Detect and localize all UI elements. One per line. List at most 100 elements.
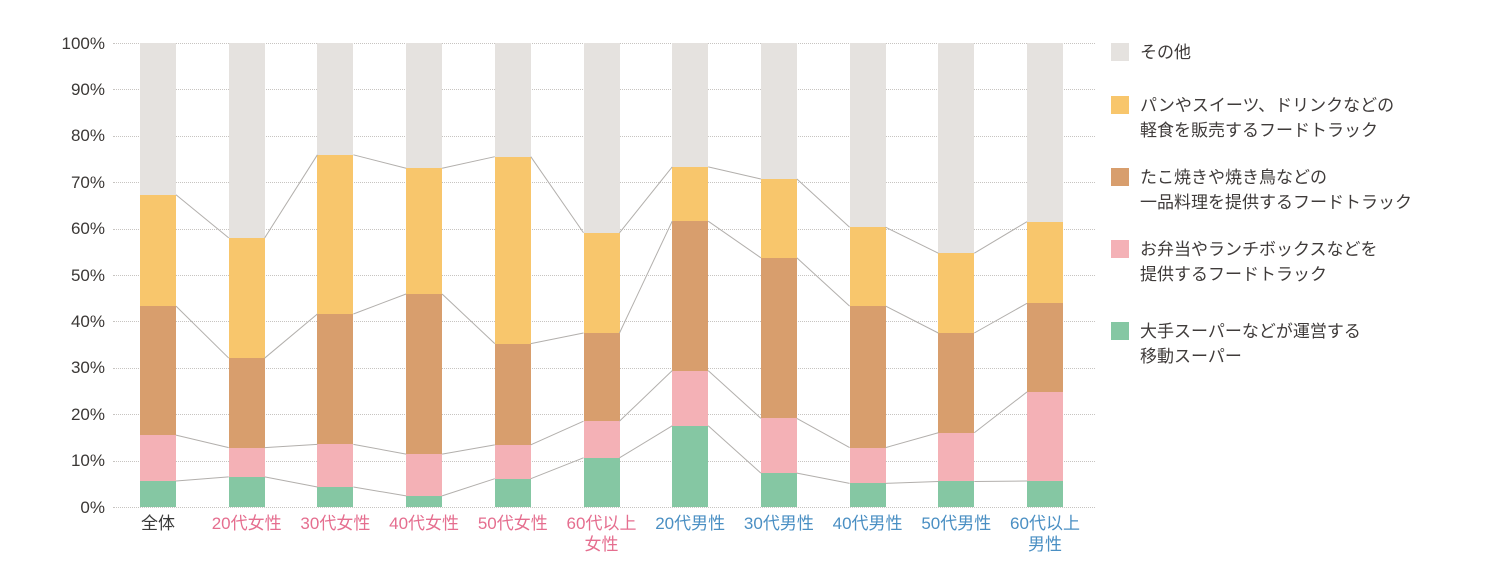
bar-segment-other bbox=[760, 43, 797, 179]
y-tick-label: 30% bbox=[70, 358, 105, 378]
bar-segment-snack-drink-truck bbox=[849, 227, 886, 307]
bar-column bbox=[406, 43, 443, 507]
x-axis-label: 60代以上 男性 bbox=[1010, 514, 1080, 554]
legend-swatch-bento-lunchbox-truck bbox=[1111, 240, 1129, 258]
bar-segment-bento-lunchbox-truck bbox=[583, 421, 620, 458]
x-axis-label: 60代以上 女性 bbox=[566, 514, 637, 554]
bar-segment-mobile-supermarket bbox=[228, 476, 265, 507]
bar-segment-bento-lunchbox-truck bbox=[228, 447, 265, 477]
legend-item-single-dish-truck: たこ焼きや焼き鳥などの 一品料理を提供するフードトラック bbox=[1111, 165, 1496, 215]
bar-column bbox=[938, 43, 975, 507]
y-tick-label: 90% bbox=[70, 79, 105, 99]
legend-label: パンやスイーツ、ドリンクなどの 軽食を販売するフードトラック bbox=[1140, 96, 1395, 140]
connector-line bbox=[175, 476, 229, 482]
x-axis-label: 全体 bbox=[141, 514, 175, 533]
bar-segment-other bbox=[583, 43, 620, 233]
bar-segment-single-dish-truck bbox=[1027, 303, 1063, 392]
bar-segment-single-dish-truck bbox=[494, 343, 531, 445]
bar-segment-other bbox=[494, 43, 531, 157]
bar-segment-single-dish-truck bbox=[938, 333, 975, 433]
bar-segment-single-dish-truck bbox=[406, 294, 443, 455]
bar-column bbox=[849, 43, 886, 507]
legend-item-bento-lunchbox-truck: お弁当やランチボックスなどを 提供するフードトラック bbox=[1111, 237, 1496, 287]
x-axis-label: 30代男性 bbox=[743, 514, 814, 533]
connector-line bbox=[708, 166, 762, 180]
y-tick-label: 20% bbox=[70, 404, 105, 424]
bar-segment-mobile-supermarket bbox=[938, 481, 975, 507]
connector-line bbox=[442, 444, 495, 455]
x-axis-label: 20代女性 bbox=[211, 514, 282, 533]
connector-line bbox=[264, 476, 318, 488]
connector-line bbox=[353, 443, 407, 455]
bar-segment-snack-drink-truck bbox=[228, 237, 265, 359]
connector-line bbox=[885, 432, 939, 449]
connector-line bbox=[175, 434, 229, 449]
bar-segment-other bbox=[317, 43, 354, 155]
legend-label: たこ焼きや焼き鳥などの 一品料理を提供するフードトラック bbox=[1140, 168, 1412, 212]
legend-label: その他 bbox=[1140, 43, 1191, 62]
bar-segment-bento-lunchbox-truck bbox=[672, 370, 709, 426]
bar-segment-snack-drink-truck bbox=[406, 168, 443, 295]
bar-segment-other bbox=[672, 43, 709, 167]
connector-line bbox=[707, 370, 762, 419]
legend-label: お弁当やランチボックスなどを 提供するフードトラック bbox=[1140, 240, 1378, 284]
bar-column bbox=[494, 43, 531, 507]
bar-segment-mobile-supermarket bbox=[317, 487, 354, 507]
bar-segment-single-dish-truck bbox=[760, 257, 797, 419]
connector-line bbox=[619, 425, 673, 459]
bar-column bbox=[317, 43, 354, 507]
connector-line bbox=[796, 257, 850, 307]
bar-column bbox=[140, 43, 176, 507]
bar-segment-snack-drink-truck bbox=[494, 156, 531, 344]
connector-line bbox=[530, 332, 584, 345]
connector-line bbox=[441, 156, 495, 169]
connector-line bbox=[974, 302, 1028, 334]
y-tick-label: 60% bbox=[70, 219, 105, 239]
legend-swatch-mobile-supermarket bbox=[1111, 322, 1129, 340]
bar-segment-snack-drink-truck bbox=[672, 166, 709, 222]
bar-segment-snack-drink-truck bbox=[317, 154, 354, 314]
legend-item-snack-drink-truck: パンやスイーツ、ドリンクなどの 軽食を販売するフードトラック bbox=[1111, 93, 1496, 143]
bar-column bbox=[672, 43, 709, 507]
connector-line bbox=[796, 472, 850, 484]
legend: その他パンやスイーツ、ドリンクなどの 軽食を販売するフードトラック たこ焼きや焼き… bbox=[1111, 40, 1496, 391]
connector-line bbox=[264, 443, 318, 449]
bar-segment-mobile-supermarket bbox=[583, 457, 620, 507]
y-tick-label: 40% bbox=[70, 311, 105, 331]
connector-line bbox=[707, 220, 762, 259]
legend-item-mobile-supermarket: 大手スーパーなどが運営する 移動スーパー bbox=[1111, 319, 1496, 369]
y-tick-label: 70% bbox=[70, 172, 105, 192]
x-axis-label: 40代女性 bbox=[389, 514, 460, 533]
connector-line bbox=[175, 194, 230, 239]
connector-line bbox=[530, 420, 584, 446]
y-tick-label: 100% bbox=[61, 33, 105, 53]
connector-line bbox=[441, 478, 495, 497]
bar-segment-mobile-supermarket bbox=[1027, 481, 1063, 507]
bar-segment-mobile-supermarket bbox=[494, 478, 531, 507]
bar-segment-single-dish-truck bbox=[317, 314, 354, 445]
bar-segment-bento-lunchbox-truck bbox=[760, 418, 797, 474]
connector-line bbox=[530, 156, 584, 234]
bar-segment-other bbox=[938, 43, 975, 254]
connector-line bbox=[796, 417, 850, 449]
bar-segment-mobile-supermarket bbox=[849, 483, 886, 507]
y-tick-label: 50% bbox=[70, 265, 105, 285]
bar-segment-bento-lunchbox-truck bbox=[849, 447, 886, 484]
bar-segment-snack-drink-truck bbox=[583, 232, 620, 333]
x-axis-label: 50代女性 bbox=[477, 514, 548, 533]
connector-line bbox=[885, 305, 939, 334]
connector-line bbox=[619, 220, 673, 334]
bar-segment-snack-drink-truck bbox=[760, 178, 797, 258]
bar-segment-single-dish-truck bbox=[672, 221, 709, 371]
bar-segment-single-dish-truck bbox=[140, 306, 176, 436]
bar-segment-other bbox=[849, 43, 886, 228]
bar-segment-mobile-supermarket bbox=[760, 473, 797, 507]
connector-line bbox=[974, 221, 1028, 254]
bar-segment-bento-lunchbox-truck bbox=[494, 444, 531, 479]
y-tick-label: 10% bbox=[70, 451, 105, 471]
connector-line bbox=[441, 293, 496, 345]
bar-segment-bento-lunchbox-truck bbox=[1027, 391, 1063, 482]
gridline-0% bbox=[113, 507, 1095, 508]
y-tick-label: 0% bbox=[80, 497, 105, 517]
